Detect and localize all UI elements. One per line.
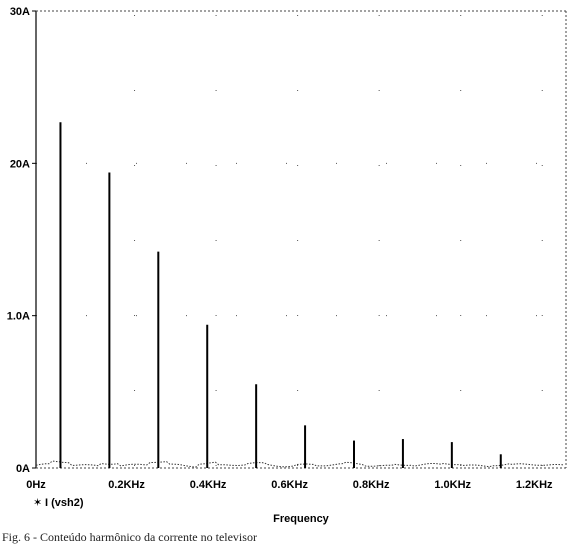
- x-tick-label: 0.2KHz: [108, 479, 145, 491]
- y-tick-label: 1.0A: [7, 311, 30, 323]
- noise-floor-trace: [35, 460, 565, 468]
- y-tick-label: 20A: [10, 158, 30, 170]
- x-tick-label: 0.6KHz: [271, 479, 308, 491]
- legend-marker-icon: ✶: [33, 497, 42, 509]
- x-tick-label: 0.4KHz: [190, 479, 227, 491]
- x-tick-label: 1.2KHz: [516, 479, 553, 491]
- y-tick-label: 30A: [10, 6, 30, 18]
- y-tick-labels: 0A 1.0A 20A 30A: [7, 6, 36, 475]
- legend-label: I (vsh2): [45, 497, 84, 509]
- x-tick-labels: 0Hz 0.2KHz 0.4KHz 0.6KHz 0.8KHz 1.0KHz 1.2KHz: [26, 479, 553, 491]
- x-tick-label: 0Hz: [26, 479, 46, 491]
- y-tick-label: 0A: [16, 463, 30, 475]
- x-axis-title: Frequency: [273, 513, 330, 525]
- x-tick-label: 1.0KHz: [434, 479, 471, 491]
- figure-caption: Fig. 6 - Conteúdo harmônico da corrente …: [2, 530, 257, 544]
- plot-frame: [35, 10, 567, 469]
- harmonic-bars: [59, 122, 502, 468]
- legend: ✶ I (vsh2): [33, 497, 84, 509]
- x-tick-label: 0.8KHz: [353, 479, 390, 491]
- grid: [36, 15, 566, 468]
